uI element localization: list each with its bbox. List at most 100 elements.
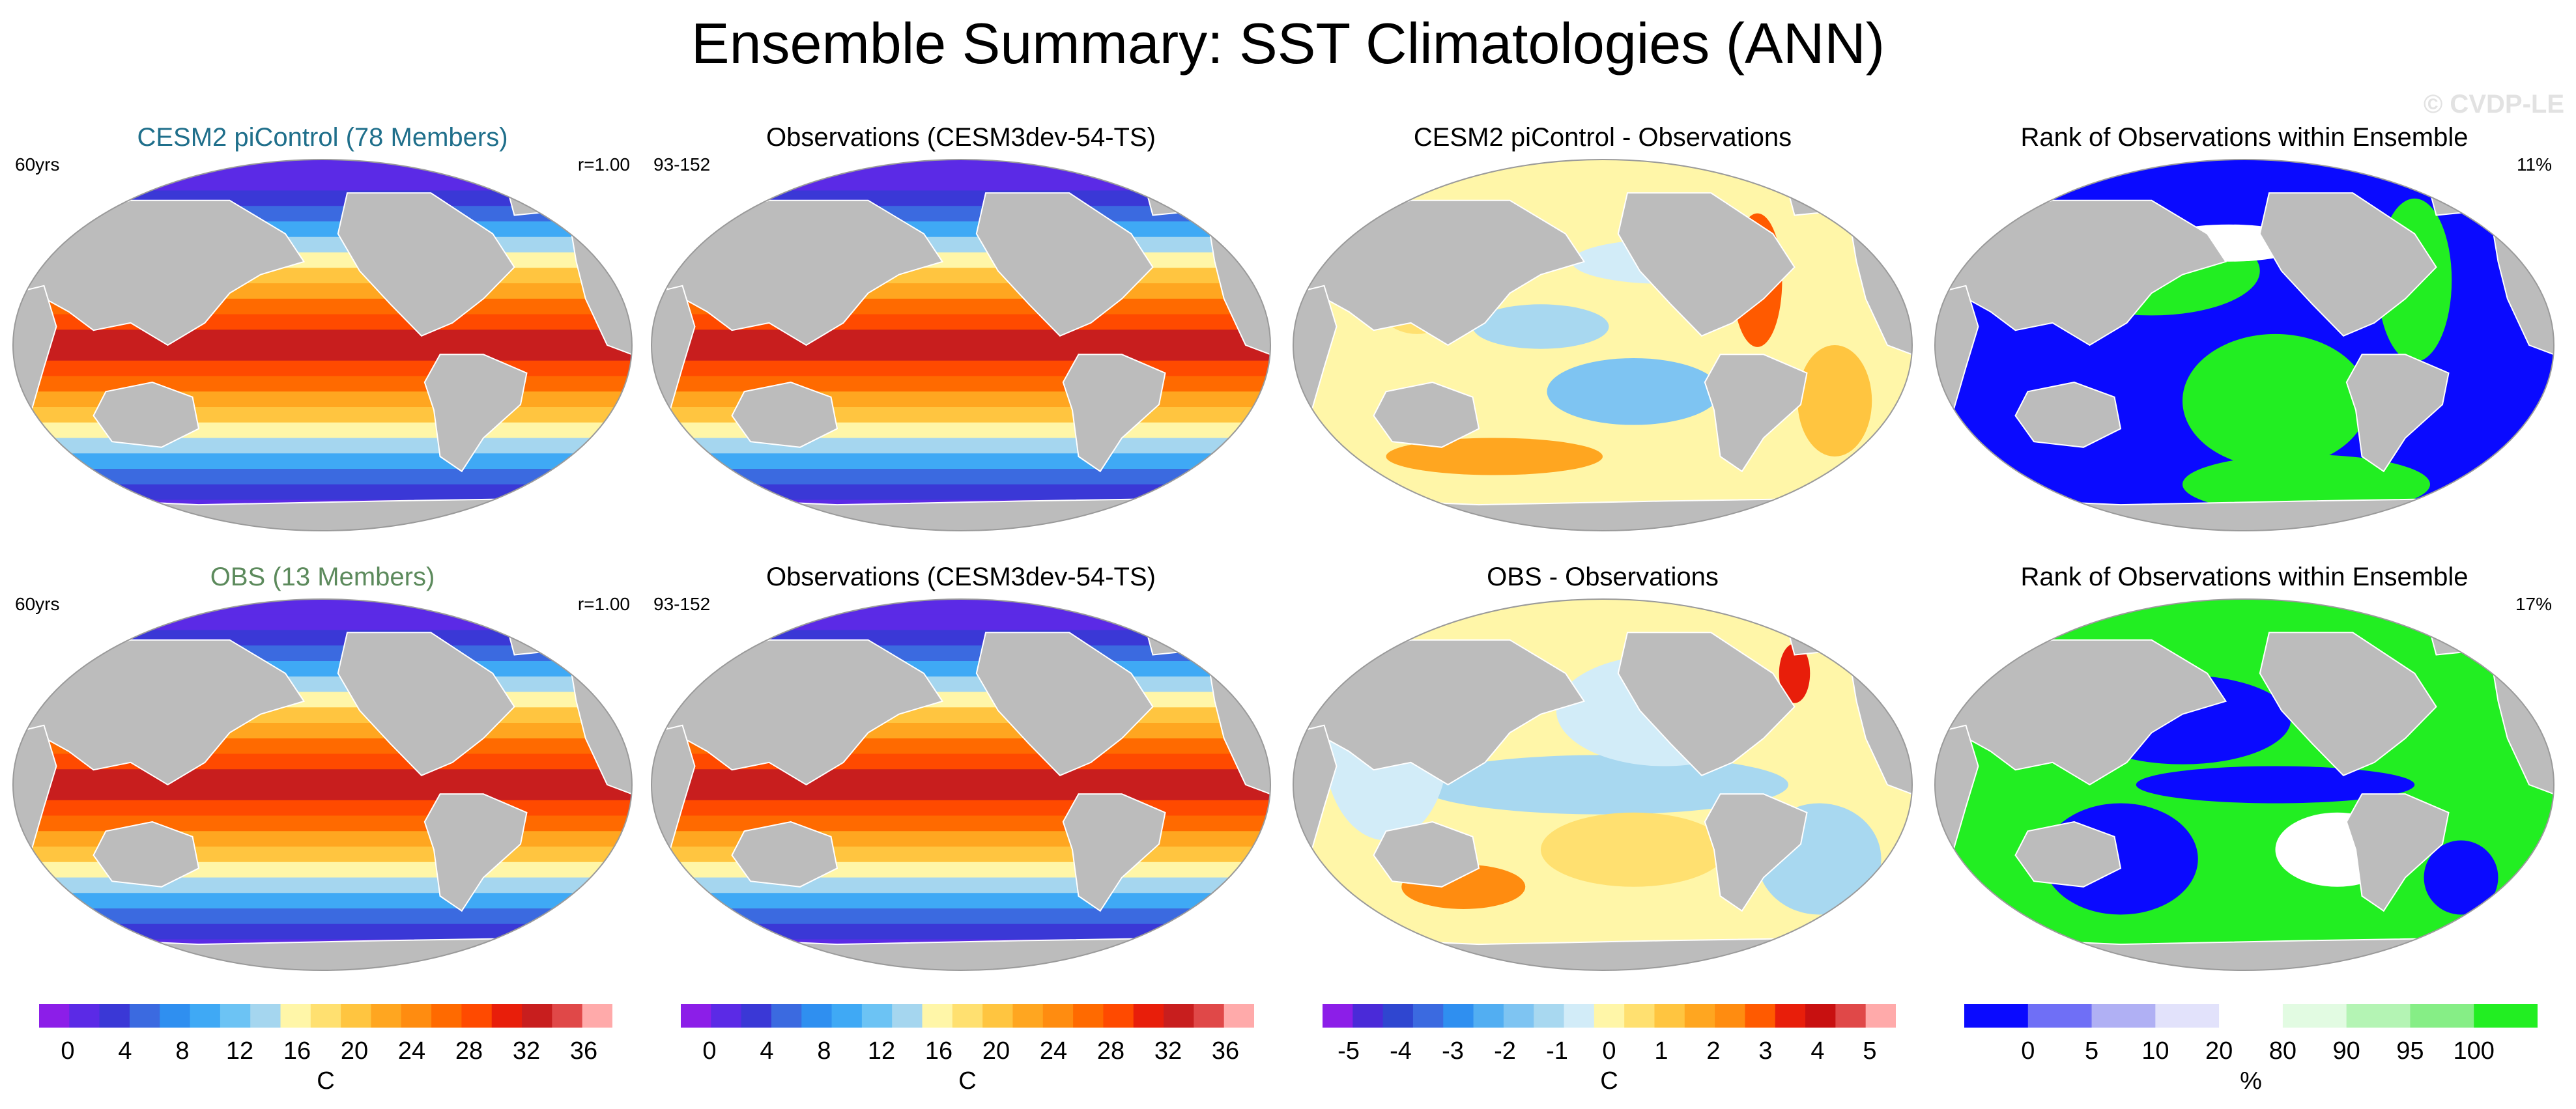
sst-band [13, 877, 632, 894]
colorbar-tick-label: 95 [2396, 1037, 2424, 1065]
main-title: Ensemble Summary: SST Climatologies (ANN… [691, 11, 1885, 76]
colorbar-swatch [1654, 1004, 1685, 1028]
panel-title: Observations (CESM3dev-54-TS) [766, 563, 1156, 591]
land-mass [731, 381, 838, 448]
colorbar-swatch [491, 1004, 522, 1028]
land-mass [975, 192, 1154, 337]
colorbar: 0 4 8 12 16 20 24 28 32 36 C [39, 1003, 612, 1094]
colorbar-swatch [801, 1004, 833, 1028]
colorbar-swatch [431, 1004, 462, 1028]
sst-band [13, 360, 632, 377]
colorbar-swatch [1865, 1004, 1896, 1028]
land-mass [1949, 199, 2227, 346]
colorbar-svg: 0 5 10 20 80 90 95 100% [1964, 1004, 2538, 1094]
map-panel: Rank of Observations within Ensemble 17% [1925, 560, 2564, 977]
colorbar-swatch [461, 1004, 493, 1028]
colorbar-tick-label: 16 [283, 1037, 311, 1065]
land-mass [93, 821, 200, 888]
colorbar-tick-label: 4 [1810, 1037, 1824, 1065]
sst-band [651, 893, 1270, 909]
map-plot [1293, 598, 1913, 971]
diff-anomaly [1779, 643, 1810, 703]
colorbar-swatch [69, 1004, 100, 1028]
land-mass [27, 199, 306, 346]
panel-title: Rank of Observations within Ensemble [2020, 563, 2469, 591]
sst-band [13, 376, 632, 393]
sst-band [651, 360, 1270, 377]
panel-left-label: 93-152 [653, 154, 711, 175]
colorbar-unit: C [958, 1067, 976, 1094]
map-plot [12, 159, 633, 531]
map-panel: OBS (13 Members) 60yrs r=1.00 [3, 560, 642, 977]
colorbar-tick-label: 5 [1863, 1037, 1876, 1065]
colorbar-swatch [2091, 1004, 2156, 1028]
colorbar-tick-label: -1 [1546, 1037, 1568, 1065]
colorbar-tick-label: 32 [513, 1037, 540, 1065]
colorbar-swatch [1835, 1004, 1867, 1028]
sst-band [13, 453, 632, 470]
sst-band [13, 345, 632, 361]
colorbar-tick-label: 1 [1654, 1037, 1668, 1065]
panel-title: OBS - Observations [1487, 563, 1719, 591]
map-plot [651, 598, 1271, 971]
land-mass [337, 632, 515, 776]
land-mass [27, 639, 306, 786]
land-mass [1617, 192, 1796, 337]
land-mass [1935, 724, 1979, 860]
diff-anomaly [1547, 358, 1721, 425]
land-mass [666, 639, 944, 786]
colorbar-swatch [2346, 1004, 2411, 1028]
colorbar-swatch [741, 1004, 772, 1028]
colorbar-tick-label: 36 [570, 1037, 597, 1065]
land-mass [731, 821, 838, 888]
colorbar-tick-label: 5 [2085, 1037, 2098, 1065]
colorbar-tick-label: 4 [118, 1037, 132, 1065]
colorbar-swatch [1073, 1004, 1104, 1028]
sst-band [13, 175, 632, 191]
colorbar-swatch [1012, 1004, 1044, 1028]
panel-right-label: r=1.00 [577, 594, 630, 614]
sst-band [651, 330, 1270, 346]
sst-band [651, 923, 1270, 940]
colorbar-swatch [1805, 1004, 1836, 1028]
land-mass [1293, 285, 1338, 421]
sst-band [13, 190, 632, 207]
map-panel: CESM2 piControl (78 Members) 60yrs r=1.00 [3, 120, 642, 537]
colorbar-svg: 0 4 8 12 16 20 24 28 32 36 C [681, 1004, 1254, 1094]
panel-left-label: 93-152 [653, 594, 711, 614]
colorbar-swatch [220, 1004, 251, 1028]
colorbar-swatch [2155, 1004, 2220, 1028]
sst-band [13, 815, 632, 832]
colorbar-swatch [1964, 1004, 2029, 1028]
colorbar-swatch [771, 1004, 802, 1028]
colorbar-swatch [190, 1004, 221, 1028]
colorbar-swatch [341, 1004, 371, 1028]
colorbar-swatch [831, 1004, 863, 1028]
colorbar-swatch [1224, 1004, 1254, 1028]
map-plot [1293, 159, 1913, 531]
colorbar-swatch [1745, 1004, 1776, 1028]
sst-band [13, 484, 632, 501]
colorbar-swatch [1684, 1004, 1715, 1028]
colorbar-swatch [1594, 1004, 1625, 1028]
land-mass [1949, 639, 2227, 786]
colorbar-swatch [1473, 1004, 1504, 1028]
sst-band [651, 908, 1270, 925]
map-outline [12, 598, 633, 971]
colorbar-tick-label: 24 [1040, 1037, 1067, 1065]
sst-band [651, 877, 1270, 894]
sst-band [13, 599, 632, 615]
panel-right-label: 17% [2515, 594, 2552, 614]
colorbar-tick-label: 28 [1097, 1037, 1124, 1065]
land-mass [423, 354, 528, 473]
colorbar-tick-label: 20 [982, 1037, 1010, 1065]
map-panel: CESM2 piControl - Observations [1283, 120, 1922, 537]
map-outline [651, 598, 1271, 971]
land-mass [337, 192, 515, 337]
sst-band [651, 453, 1270, 470]
land-mass [1062, 793, 1166, 912]
colorbar-tick-label: 0 [702, 1037, 716, 1065]
sst-band [13, 923, 632, 940]
colorbar-tick-label: 24 [398, 1037, 425, 1065]
colorbar-swatch [280, 1004, 311, 1028]
